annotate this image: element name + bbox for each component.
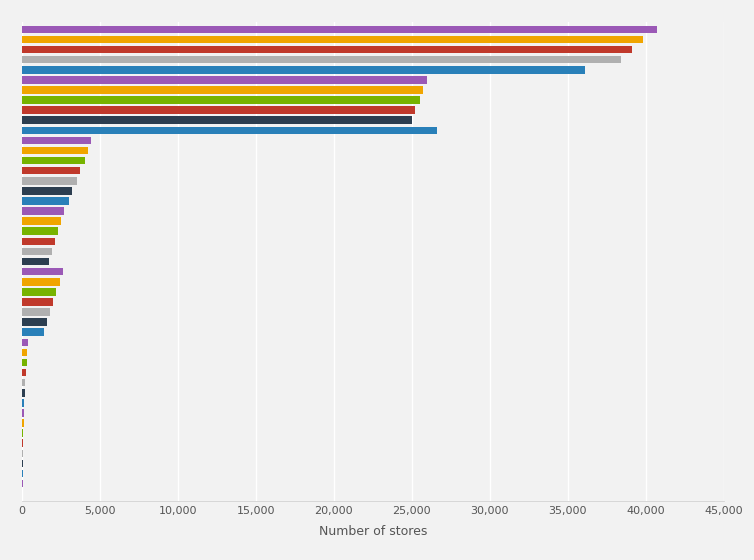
Bar [22,359,26,366]
Bar [22,460,23,467]
Bar [22,430,23,437]
Bar [22,318,47,326]
Bar [22,298,54,306]
Bar [22,339,28,346]
Bar [22,217,61,225]
Bar [22,248,52,255]
Bar [22,96,420,104]
Bar [22,76,428,83]
Bar [22,399,24,407]
Bar [22,187,72,195]
Bar [22,440,23,447]
Bar [22,258,49,265]
Bar [22,167,80,175]
Bar [22,268,63,276]
Bar [22,116,412,124]
Bar [22,56,621,63]
Bar [22,177,77,185]
Bar [22,237,55,245]
Bar [22,147,87,155]
Bar [22,106,415,114]
X-axis label: Number of stores: Number of stores [319,525,427,538]
Bar [22,127,437,134]
Bar [22,379,25,386]
Bar [22,328,44,336]
Bar [22,288,57,296]
Bar [22,278,60,286]
Bar [22,86,423,94]
Bar [22,308,51,316]
Bar [22,419,23,427]
Bar [22,26,657,33]
Bar [22,66,585,73]
Bar [22,157,84,165]
Bar [22,227,58,235]
Bar [22,349,27,356]
Bar [22,36,642,43]
Bar [22,46,632,53]
Bar [22,389,25,396]
Bar [22,409,24,417]
Bar [22,137,90,144]
Bar [22,450,23,457]
Bar [22,369,26,376]
Bar [22,207,64,215]
Bar [22,197,69,205]
